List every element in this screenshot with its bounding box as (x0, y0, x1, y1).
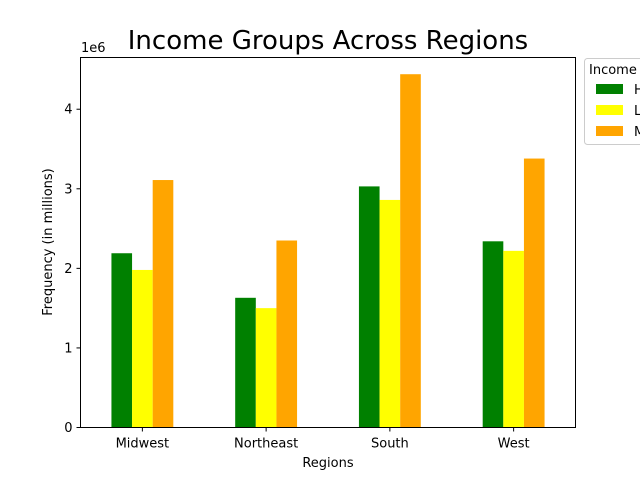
x-tick-label: Midwest (116, 437, 170, 452)
legend-entry-M: M (634, 125, 640, 140)
bar-L-midwest (132, 269, 153, 428)
y-tick-label: 4 (64, 103, 72, 118)
x-tick-label: Northeast (234, 437, 298, 452)
y-axis-label: Frequency (in millions) (41, 168, 56, 316)
plot-frame (80, 57, 576, 428)
y-tick-label: 1 (64, 341, 72, 356)
legend-entry-L: L (634, 104, 640, 119)
legend-swatch-L (596, 105, 623, 115)
bar-L-west (503, 250, 524, 428)
y-axis: 0 1 2 3 4 (64, 103, 81, 436)
bars-group (111, 74, 545, 428)
bar-H-northeast (235, 297, 256, 428)
legend-entry-H: H (634, 83, 640, 98)
bar-M-northeast (276, 240, 298, 428)
chart-title: Income Groups Across Regions (128, 26, 528, 56)
legend-title: Income (589, 63, 637, 78)
legend: Income HLM (584, 58, 640, 145)
y-tick-label: 2 (64, 262, 72, 277)
bar-H-midwest (111, 253, 133, 428)
y-axis-offset-label: 1e6 (81, 41, 106, 56)
bar-L-northeast (255, 308, 277, 428)
bar-M-south (400, 74, 421, 428)
bar-L-south (379, 199, 401, 428)
legend-swatch-M (596, 126, 623, 136)
x-tick-label: South (371, 437, 409, 452)
legend-frame (584, 58, 640, 145)
x-axis-label: Regions (302, 456, 354, 471)
bar-M-west (523, 158, 545, 428)
x-tick-label: West (498, 437, 530, 452)
y-tick-label: 3 (64, 182, 72, 197)
bar-H-west (482, 241, 504, 428)
bar-M-midwest (152, 180, 174, 428)
bar-H-south (358, 186, 380, 428)
x-axis: Midwest Northeast South West (116, 427, 530, 452)
y-tick-label: 0 (64, 421, 72, 436)
legend-swatch-H (596, 84, 623, 94)
